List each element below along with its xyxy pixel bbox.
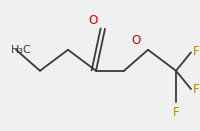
Text: H₃C: H₃C (11, 45, 32, 55)
Text: F: F (193, 45, 200, 58)
Text: F: F (173, 106, 179, 119)
Text: F: F (193, 83, 200, 96)
Text: O: O (131, 34, 141, 47)
Text: O: O (88, 14, 98, 28)
